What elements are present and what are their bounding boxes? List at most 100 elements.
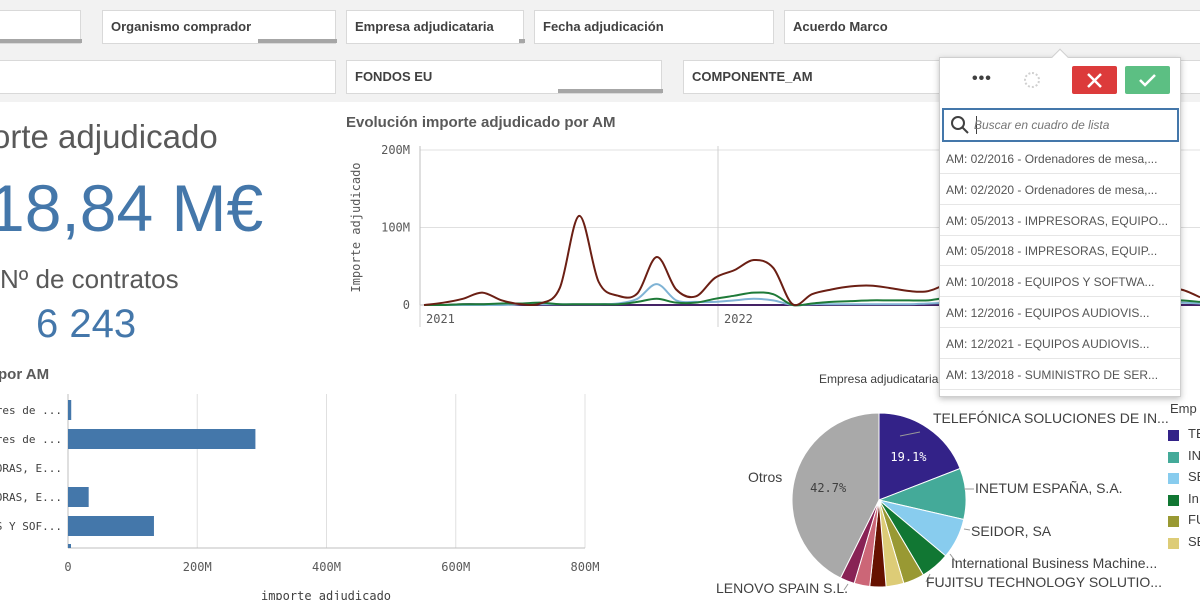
filter-organismo-comprador[interactable]: Organismo comprador — [102, 10, 337, 44]
y-axis-title: Importe adjudicado — [349, 162, 363, 292]
x-tick-label: 2021 — [426, 312, 455, 326]
legend-label: SE — [1188, 469, 1200, 484]
y-category-label: adores de ... — [0, 404, 62, 417]
listbox-item[interactable]: AM: 02/2020 - Ordenadores de mesa,... — [940, 175, 1180, 205]
filter-fondos-eu[interactable]: FONDOS EU — [346, 60, 663, 94]
confirm-selection-button[interactable] — [1125, 66, 1170, 94]
legend-label: SE — [1188, 533, 1200, 549]
filter-label: Acuerdo Marco — [793, 19, 888, 34]
y-category-label: POS Y SOF... — [0, 520, 62, 533]
listbox-item[interactable]: AM: 12/2021 - EQUIPOS AUDIOVIS... — [940, 329, 1180, 359]
kpi-subvalue: 6 243 — [36, 302, 137, 346]
acuerdo-marco-listbox-popup: ••• AM: 02/2016 - Ordenadores de mesa,..… — [939, 48, 1181, 397]
bar — [68, 400, 72, 420]
kpi-panel: orte adjudicado 18,84 M€ Nº de contratos… — [0, 102, 336, 364]
pie-data-label: 42.7% — [810, 481, 847, 495]
pie-label-lenovo: LENOVO SPAIN S.L. — [716, 580, 849, 596]
line-chart-title: Evolución importe adjudicado por AM — [346, 114, 616, 131]
legend-swatch — [1168, 494, 1179, 506]
filter-acuerdo-marco[interactable]: Acuerdo Marco — [784, 10, 1200, 44]
bar — [68, 544, 71, 548]
legend-swatch — [1168, 473, 1179, 484]
search-icon — [951, 116, 969, 134]
legend-swatch — [1168, 537, 1179, 549]
legend-label: TE — [1188, 426, 1200, 441]
bar-chart-title: por AM — [0, 366, 50, 383]
legend-swatch — [1168, 451, 1179, 463]
bar-chart[interactable]: 0 200M 400M 600M 800M adores de ... adores de … — [0, 364, 600, 600]
y-category-label: RESORAS, E... — [0, 491, 62, 504]
filter-label: COMPONENTE_AM — [692, 69, 813, 84]
pie-label-ibm: International Business Machine... — [951, 555, 1158, 571]
pie-label-otros: Otros — [748, 469, 783, 485]
x-tick-label: 0 — [64, 560, 71, 574]
bar-chart-panel[interactable]: por AM 0 200M 400M 600M 800M adores de ... ado… — [0, 364, 600, 600]
selection-tool-icon — [1024, 72, 1040, 88]
y-category-label: RESORAS, E... — [0, 462, 62, 475]
filter-box-partial[interactable] — [0, 10, 82, 44]
kpi-value: 18,84 M€ — [0, 171, 264, 245]
pie-data-label: 19.1% — [890, 450, 927, 464]
x-tick-label: 2022 — [724, 312, 753, 326]
legend-label: FU — [1188, 512, 1200, 527]
pie-leader-line — [949, 553, 957, 563]
filter-fecha-adjudicacion[interactable]: Fecha adjudicación — [534, 10, 774, 44]
bar — [68, 516, 154, 536]
legend-swatch — [1168, 516, 1179, 527]
pie-legend[interactable]: TE IN SE In FU SE — [1168, 426, 1200, 556]
filter-label: Fecha adjudicación — [543, 19, 664, 34]
y-tick-label: 100M — [381, 221, 410, 235]
pie-label-fujitsu: FUJITSU TECHNOLOGY SOLUTIO... — [926, 574, 1162, 590]
pie-legend-title: Emp — [1170, 401, 1197, 416]
pie-chart-panel[interactable]: Empresa adjudicataria 19.1% 42.7% TELEFÓN… — [600, 364, 1200, 600]
legend-label: In — [1188, 490, 1199, 506]
filter-empresa-adjudicataria[interactable]: Empresa adjudicataria — [346, 10, 525, 44]
pie-label-seidor: SEIDOR, SA — [971, 523, 1052, 539]
listbox-item[interactable]: AM: 10/2018 - EQUIPOS Y SOFTWA... — [940, 267, 1180, 298]
legend-swatch — [1168, 430, 1179, 441]
cancel-selection-button[interactable] — [1072, 66, 1117, 94]
pie-leader-line — [925, 573, 931, 583]
filter-label: FONDOS EU — [355, 69, 433, 84]
pie-slice — [878, 412, 961, 501]
listbox-item[interactable]: AM: 05/2013 - IMPRESORAS, EQUIPO... — [940, 206, 1180, 236]
pie-slice — [791, 412, 880, 579]
more-horizontal-icon: ••• — [972, 70, 992, 87]
pie-chart-title: Empresa adjudicataria — [819, 372, 939, 386]
more-options-button[interactable]: ••• — [958, 66, 1002, 94]
listbox-item[interactable]: AM: 05/2018 - IMPRESORAS, EQUIP... — [940, 236, 1180, 267]
listbox-item[interactable]: AM: 12/2016 - EQUIPOS AUDIOVIS... — [940, 298, 1180, 328]
checkmark-icon — [1139, 74, 1156, 87]
search-input[interactable] — [974, 115, 1169, 135]
filter-selection-bar — [258, 39, 337, 43]
filter-label: Organismo comprador — [111, 19, 252, 34]
listbox-item[interactable]: AM: 13/2018 - SUMINISTRO DE SER... — [940, 360, 1180, 390]
bar — [68, 429, 256, 449]
x-axis-title: importe adjudicado — [261, 589, 391, 600]
legend-label: IN — [1188, 447, 1200, 463]
x-tick-label: 200M — [183, 560, 212, 574]
kpi-subtitle: Nº de contratos — [0, 264, 179, 294]
bar — [68, 487, 89, 507]
filter-box-partial-2[interactable] — [0, 60, 336, 94]
pie-label-inetum: INETUM ESPAÑA, S.A. — [975, 480, 1123, 496]
listbox-item[interactable]: AM: 02/2016 - Ordenadores de mesa,... — [940, 144, 1180, 174]
x-tick-label: 600M — [441, 560, 470, 574]
pie-leader-line — [843, 583, 849, 591]
filter-selection-bar — [558, 89, 663, 93]
filter-selection-bar — [519, 39, 525, 43]
x-tick-label: 400M — [312, 560, 341, 574]
pie-leader-line — [963, 528, 971, 531]
pie-chart[interactable]: 19.1% 42.7% — [600, 364, 1200, 600]
filter-selection-bar — [0, 39, 82, 43]
kpi-title: orte adjudicado — [0, 118, 218, 155]
clear-selection-button[interactable] — [1016, 66, 1052, 94]
pie-label-telefonica: TELEFÓNICA SOLUCIONES DE IN... — [933, 410, 1169, 426]
popup-arrow — [1051, 48, 1069, 66]
listbox-search-field[interactable] — [942, 108, 1179, 142]
close-icon — [1087, 73, 1102, 88]
pie-leader-line — [899, 431, 921, 437]
y-category-label: adores de ... — [0, 433, 62, 446]
y-tick-label: 200M — [381, 143, 410, 157]
x-tick-label: 800M — [571, 560, 600, 574]
